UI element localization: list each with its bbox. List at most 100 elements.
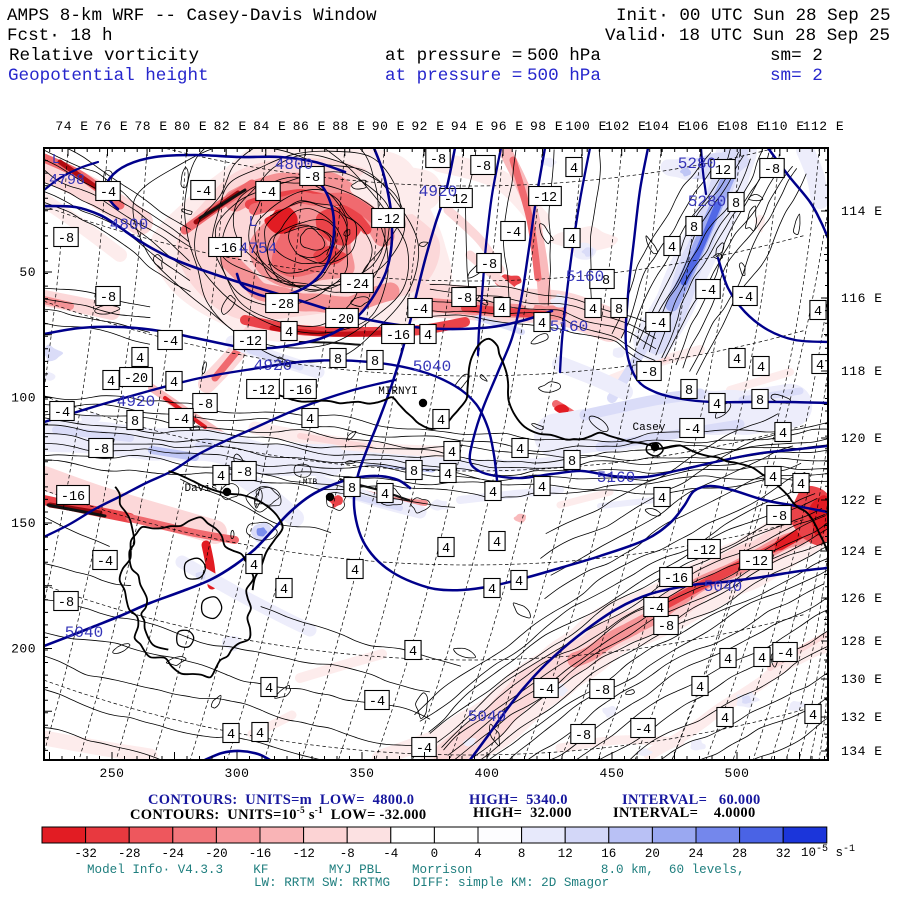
svg-text:10-5 s-1: 10-5 s-1 — [801, 844, 855, 860]
svg-text:5040: 5040 — [704, 578, 742, 596]
svg-text:-8: -8 — [575, 729, 591, 744]
svg-text:-16: -16 — [386, 329, 410, 344]
svg-text:-16: -16 — [288, 384, 312, 399]
svg-text:4: 4 — [797, 478, 805, 493]
svg-text:5040: 5040 — [413, 358, 451, 376]
svg-text:8: 8 — [615, 303, 623, 318]
svg-text:108 E: 108 E — [724, 119, 766, 134]
svg-text:16: 16 — [601, 847, 616, 861]
svg-text:-8: -8 — [456, 292, 472, 307]
svg-text:-4: -4 — [505, 226, 521, 241]
svg-text:-4: -4 — [100, 186, 116, 201]
svg-text:-8: -8 — [197, 398, 213, 413]
svg-text:4: 4 — [724, 653, 732, 668]
svg-text:-8: -8 — [594, 684, 610, 699]
svg-text:114 E: 114 E — [841, 204, 883, 219]
svg-text:4920: 4920 — [419, 183, 457, 201]
svg-text:8: 8 — [568, 455, 576, 470]
svg-text:94 E: 94 E — [451, 119, 484, 134]
svg-text:4: 4 — [568, 233, 576, 248]
svg-text:-4: -4 — [648, 602, 664, 617]
svg-text:130 E: 130 E — [841, 672, 883, 687]
svg-text:-12: -12 — [292, 847, 315, 861]
svg-text:-12: -12 — [238, 335, 262, 350]
svg-text:110 E: 110 E — [763, 119, 805, 134]
svg-text:0: 0 — [431, 847, 439, 861]
svg-text:92 E: 92 E — [411, 119, 444, 134]
svg-text:122 E: 122 E — [841, 493, 883, 508]
svg-text:-4: -4 — [383, 847, 398, 861]
svg-text:-8: -8 — [93, 443, 109, 458]
svg-text:-12: -12 — [376, 213, 400, 228]
svg-text:-20: -20 — [330, 313, 354, 328]
svg-text:Casey: Casey — [632, 422, 665, 434]
svg-text:-12: -12 — [533, 191, 557, 206]
svg-text:-4: -4 — [195, 185, 211, 200]
svg-text:4: 4 — [444, 468, 452, 483]
svg-text:120 E: 120 E — [841, 431, 883, 446]
svg-text:450: 450 — [600, 766, 625, 781]
svg-text:4: 4 — [107, 375, 115, 390]
svg-text:5160: 5160 — [566, 268, 604, 286]
svg-text:4: 4 — [437, 414, 445, 429]
svg-text:4: 4 — [306, 413, 314, 428]
svg-text:-20: -20 — [124, 372, 148, 387]
svg-text:4: 4 — [424, 329, 432, 344]
svg-text:-4: -4 — [777, 647, 793, 662]
svg-text:4: 4 — [769, 471, 777, 486]
svg-text:-8: -8 — [304, 171, 320, 186]
svg-text:-4: -4 — [54, 406, 70, 421]
svg-text:4: 4 — [217, 470, 225, 485]
svg-text:112 E: 112 E — [803, 119, 845, 134]
svg-text:MIRNYI: MIRNYI — [378, 386, 418, 398]
svg-text:118 E: 118 E — [841, 364, 883, 379]
svg-text:-8: -8 — [641, 366, 657, 381]
svg-text:8: 8 — [756, 394, 764, 409]
svg-text:-16: -16 — [249, 847, 272, 861]
svg-text:-4: -4 — [416, 742, 432, 757]
svg-text:8: 8 — [348, 482, 356, 497]
svg-text:400: 400 — [475, 766, 500, 781]
svg-text:126 E: 126 E — [841, 591, 883, 606]
svg-text:106 E: 106 E — [684, 119, 726, 134]
svg-text:4920: 4920 — [117, 393, 155, 411]
svg-text:-8: -8 — [58, 232, 74, 247]
svg-text:24: 24 — [688, 847, 703, 861]
svg-text:4754: 4754 — [239, 240, 277, 258]
svg-text:-4: -4 — [684, 423, 700, 438]
svg-text:98 E: 98 E — [530, 119, 563, 134]
svg-text:-8: -8 — [658, 620, 674, 635]
svg-text:4: 4 — [668, 241, 676, 256]
svg-text:-4: -4 — [737, 291, 753, 306]
svg-text:88 E: 88 E — [332, 119, 365, 134]
svg-text:84 E: 84 E — [253, 119, 286, 134]
svg-text:76 E: 76 E — [95, 119, 128, 134]
svg-text:100: 100 — [11, 391, 36, 406]
svg-text:5040: 5040 — [468, 708, 506, 726]
svg-text:4: 4 — [280, 583, 288, 598]
svg-text:-4: -4 — [260, 186, 276, 201]
svg-text:4: 4 — [285, 326, 293, 341]
svg-text:8: 8 — [131, 415, 139, 430]
svg-text:350: 350 — [350, 766, 375, 781]
svg-text:-4: -4 — [650, 317, 666, 332]
svg-text:5160: 5160 — [597, 469, 635, 487]
svg-text:20: 20 — [645, 847, 660, 861]
svg-text:-20: -20 — [205, 847, 228, 861]
svg-text:5040: 5040 — [65, 624, 103, 642]
svg-text:4: 4 — [696, 681, 704, 696]
svg-text:4: 4 — [498, 302, 506, 317]
svg-text:-28: -28 — [270, 298, 294, 313]
svg-text:4: 4 — [816, 359, 824, 374]
svg-text:250: 250 — [100, 766, 125, 781]
svg-text:4: 4 — [136, 352, 144, 367]
svg-text:4920: 4920 — [254, 357, 292, 375]
svg-text:4: 4 — [442, 542, 450, 557]
svg-text:4: 4 — [250, 559, 258, 574]
svg-text:8: 8 — [690, 221, 698, 236]
svg-text:4: 4 — [489, 486, 497, 501]
svg-text:116 E: 116 E — [841, 291, 883, 306]
svg-text:5280: 5280 — [688, 193, 726, 211]
svg-text:8: 8 — [732, 197, 740, 212]
svg-text:5280: 5280 — [678, 155, 716, 173]
